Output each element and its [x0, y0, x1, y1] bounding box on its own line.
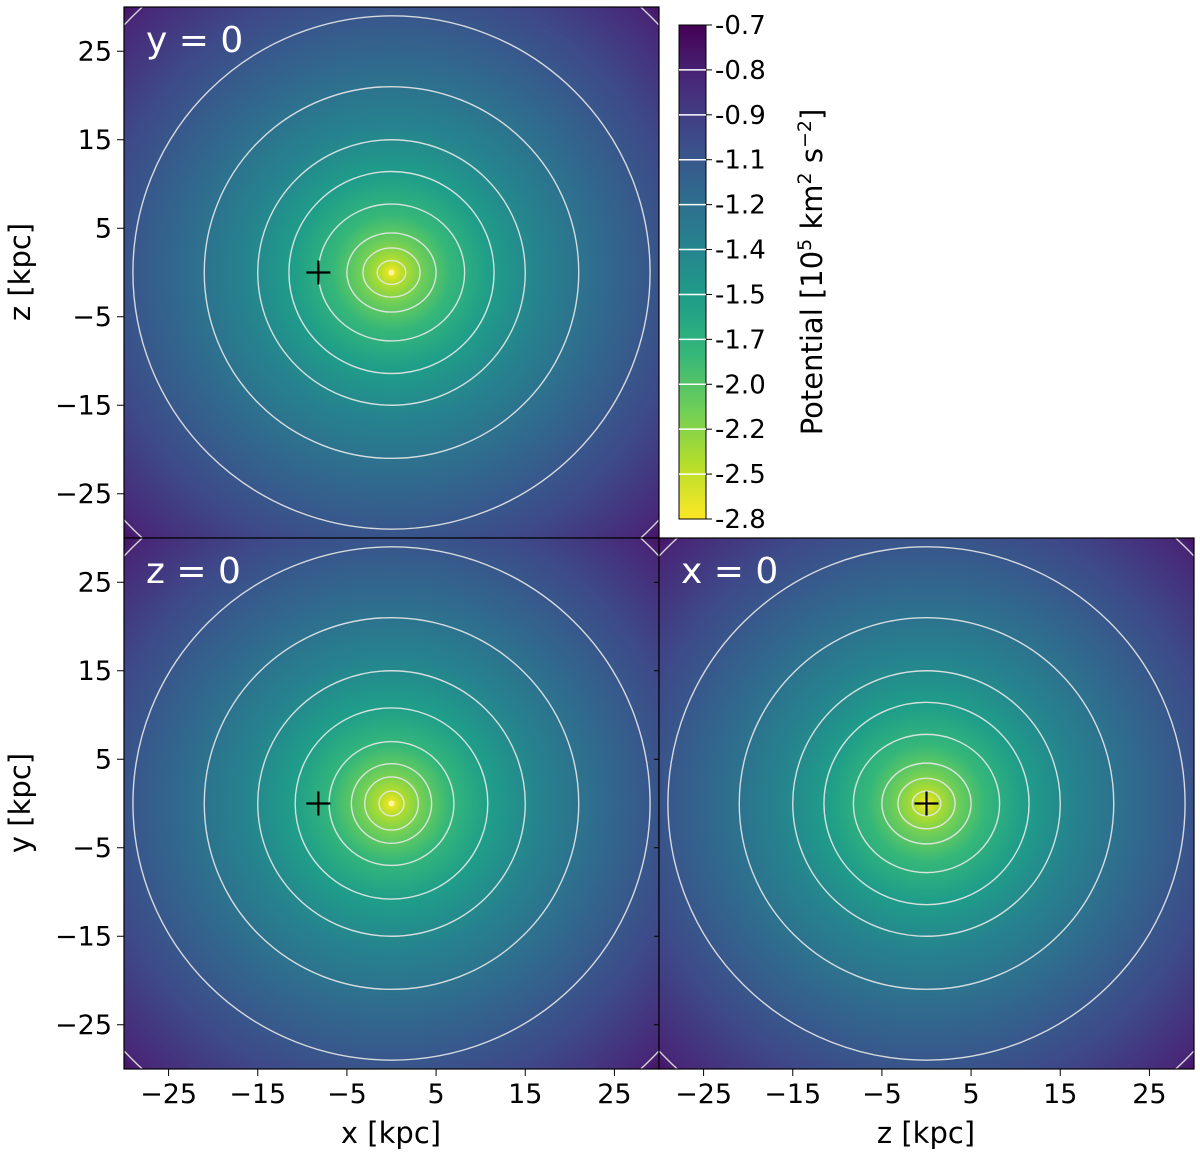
contour-line: [132, 546, 651, 1061]
contour-line: [852, 733, 1001, 874]
x-tick-label: −15: [764, 1079, 821, 1110]
potential-center: [388, 269, 395, 276]
y-tick-label: 15: [78, 656, 112, 687]
colorbar-tick-label: -1.7: [715, 325, 766, 355]
y-tick-label: 5: [95, 744, 112, 775]
panel-x0: x = 0 −25 −15 −5 5 15 25 z [kpc]: [654, 537, 1195, 1150]
colorbar-tick-label: -2.0: [715, 370, 766, 400]
colorbar-tick-label: -2.8: [715, 505, 766, 535]
colorbar-tick-label: -1.4: [715, 236, 766, 266]
x-tick-label: 25: [1132, 1079, 1166, 1110]
x-tick-label: 5: [962, 1079, 979, 1110]
colorbar-label-exp1: 5: [794, 239, 816, 251]
contour-line: [738, 616, 1115, 991]
contour-line: [376, 259, 407, 286]
y-tick-label: −25: [55, 1010, 112, 1041]
panel-z0: z = 0 −25 −15 −5 5 15 25 −25 −15 −5 5 15 25 y [kpc…: [3, 537, 660, 1150]
y-tick-label: 25: [78, 36, 112, 67]
colorbar-tick-label: -1.5: [715, 280, 766, 310]
xlabel-x0: z [kpc]: [877, 1116, 975, 1150]
y-tick-label: −15: [55, 921, 112, 952]
contour-line: [346, 232, 437, 313]
panel-label-y0: y = 0: [146, 20, 243, 61]
x-tick-label: −15: [229, 1079, 286, 1110]
colorbar-tick-label: -1.1: [715, 146, 766, 176]
x-tick-label: −25: [140, 1079, 197, 1110]
frame-x0: [658, 537, 1195, 1070]
colorbar-tick-label: -0.9: [715, 101, 766, 131]
contour-line: [881, 762, 972, 845]
x-tick-label: 25: [597, 1079, 631, 1110]
x-tick-label: 15: [508, 1079, 542, 1110]
y-tick-label: −5: [72, 833, 112, 864]
colorbar-label-end: ]: [795, 109, 829, 120]
contour-line: [897, 777, 956, 830]
contour-line: [378, 790, 405, 817]
xlabel-z0: x [kpc]: [341, 1116, 441, 1150]
y-tick-label: 5: [95, 213, 112, 244]
x-tick-label: −25: [675, 1079, 732, 1110]
colorbar-label-main: Potential [10: [795, 251, 829, 435]
contours-y0: [124, 7, 659, 538]
y-tick-label: 25: [78, 567, 112, 598]
contour-line: [350, 762, 433, 845]
contour-line: [132, 15, 651, 530]
x-tick-label: 5: [427, 1079, 444, 1110]
y-ticks-x0: [654, 581, 659, 1026]
colorbar: -0.7 -0.8 -0.9 -1.1 -1.2 -1.4 -1.5 -1.7 -2.0 -2.2…: [678, 11, 829, 535]
x-ticks-z0: −25 −15 −5 5 15 25: [140, 1069, 632, 1110]
contour-line: [362, 247, 421, 298]
colorbar-label-km: km: [795, 184, 829, 238]
contour-line: [203, 616, 580, 991]
y-tick-label: −5: [72, 302, 112, 333]
panel-label-z0: z = 0: [146, 551, 241, 592]
y-tick-label: −25: [55, 479, 112, 510]
ylabel-z0: y [kpc]: [3, 753, 37, 853]
y-tick-label: −15: [55, 390, 112, 421]
contour-line: [364, 776, 419, 831]
panel-y0: y = 0 −25 −15 −5 5 15 25 z [kpc]: [3, 6, 660, 539]
colorbar-tick-label: -0.7: [715, 11, 766, 41]
contours-z0: [124, 538, 659, 1069]
x-ticks-x0: −25 −15 −5 5 15 25: [675, 1069, 1167, 1110]
colorbar-tick-label: -2.2: [715, 415, 766, 445]
contour-line: [203, 85, 580, 460]
panel-label-x0: x = 0: [681, 551, 778, 592]
colorbar-label-exp3: −2: [794, 120, 816, 148]
colorbar-tick-label: -1.2: [715, 191, 766, 221]
colorbar-label: Potential [105 km2 s−2]: [794, 109, 829, 436]
contour-line: [294, 707, 489, 900]
contour-line: [792, 670, 1061, 937]
ylabel-y0: z [kpc]: [3, 223, 37, 321]
x-tick-label: −5: [327, 1079, 367, 1110]
y-tick-label: 15: [78, 125, 112, 156]
y-ticks-z0: −25 −15 −5 5 15 25: [55, 567, 124, 1041]
contour-line: [823, 701, 1030, 906]
x-tick-label: −5: [862, 1079, 902, 1110]
potential-center: [388, 800, 395, 807]
contour-line: [288, 170, 495, 375]
sun-marker-x0: [914, 791, 939, 816]
colorbar-tick-label: -2.5: [715, 460, 766, 490]
sun-marker-z0: [306, 791, 331, 816]
contours-x0: [659, 538, 1194, 1069]
contour-line: [257, 139, 526, 406]
colorbar-ticks: -0.7 -0.8 -0.9 -1.1 -1.2 -1.4 -1.5 -1.7 -2.0 -2.2…: [679, 11, 766, 535]
colorbar-tick-label: -0.8: [715, 56, 766, 86]
colorbar-label-exp2: 2: [794, 172, 816, 184]
sun-marker-y0: [306, 260, 331, 285]
contour-line: [911, 790, 942, 817]
contour-line: [257, 670, 526, 937]
contour-line: [667, 546, 1186, 1061]
colorbar-label-s: s: [795, 148, 829, 172]
y-ticks-y0: −25 −15 −5 5 15 25: [55, 36, 124, 510]
colorbar-gradient: [678, 24, 707, 520]
x-tick-label: 15: [1043, 1079, 1077, 1110]
